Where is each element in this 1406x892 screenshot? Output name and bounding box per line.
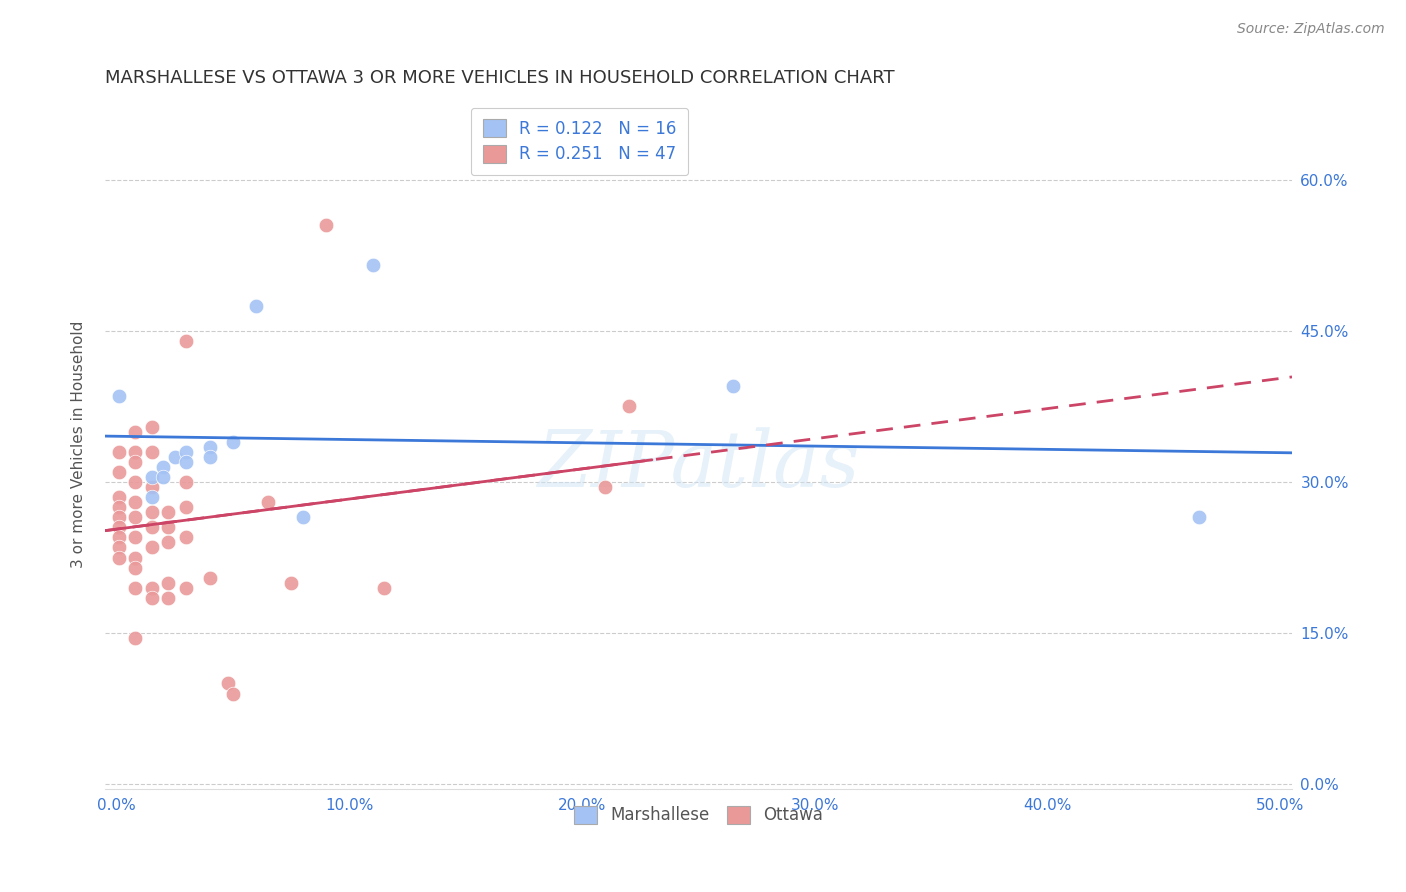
- Point: [176, 334, 198, 348]
- Point: [257, 495, 280, 509]
- Point: [124, 510, 146, 524]
- Point: [217, 676, 239, 690]
- Point: [141, 520, 163, 534]
- Point: [141, 490, 163, 504]
- Point: [152, 470, 174, 484]
- Point: [163, 450, 186, 464]
- Point: [280, 575, 302, 590]
- Point: [617, 400, 640, 414]
- Point: [315, 218, 337, 232]
- Point: [108, 530, 131, 544]
- Y-axis label: 3 or more Vehicles in Household: 3 or more Vehicles in Household: [72, 320, 86, 568]
- Point: [156, 505, 179, 519]
- Point: [222, 434, 245, 449]
- Point: [176, 444, 198, 458]
- Point: [361, 259, 384, 273]
- Point: [108, 550, 131, 565]
- Point: [156, 520, 179, 534]
- Point: [124, 550, 146, 565]
- Point: [156, 535, 179, 549]
- Point: [198, 571, 221, 585]
- Point: [141, 419, 163, 434]
- Point: [108, 490, 131, 504]
- Point: [108, 541, 131, 555]
- Point: [291, 510, 314, 524]
- Point: [141, 444, 163, 458]
- Point: [723, 379, 745, 393]
- Point: [124, 530, 146, 544]
- Point: [124, 581, 146, 595]
- Point: [176, 581, 198, 595]
- Point: [124, 444, 146, 458]
- Point: [108, 500, 131, 515]
- Point: [141, 505, 163, 519]
- Text: Source: ZipAtlas.com: Source: ZipAtlas.com: [1237, 22, 1385, 37]
- Point: [141, 470, 163, 484]
- Point: [124, 425, 146, 439]
- Point: [198, 440, 221, 454]
- Point: [156, 591, 179, 605]
- Point: [124, 475, 146, 489]
- Point: [222, 686, 245, 700]
- Point: [176, 500, 198, 515]
- Point: [176, 455, 198, 469]
- Point: [141, 581, 163, 595]
- Point: [176, 475, 198, 489]
- Point: [152, 459, 174, 474]
- Point: [176, 530, 198, 544]
- Point: [141, 541, 163, 555]
- Point: [141, 480, 163, 494]
- Point: [156, 575, 179, 590]
- Point: [108, 465, 131, 479]
- Point: [245, 299, 267, 313]
- Point: [108, 510, 131, 524]
- Point: [124, 560, 146, 574]
- Point: [124, 495, 146, 509]
- Text: ZIPatlas: ZIPatlas: [537, 426, 859, 503]
- Point: [108, 520, 131, 534]
- Text: MARSHALLESE VS OTTAWA 3 OR MORE VEHICLES IN HOUSEHOLD CORRELATION CHART: MARSHALLESE VS OTTAWA 3 OR MORE VEHICLES…: [105, 69, 894, 87]
- Point: [595, 480, 617, 494]
- Point: [124, 455, 146, 469]
- Point: [108, 444, 131, 458]
- Point: [198, 450, 221, 464]
- Point: [373, 581, 395, 595]
- Point: [141, 591, 163, 605]
- Point: [1188, 510, 1211, 524]
- Point: [124, 631, 146, 645]
- Legend: Marshallese, Ottawa: Marshallese, Ottawa: [565, 797, 831, 832]
- Point: [108, 389, 131, 403]
